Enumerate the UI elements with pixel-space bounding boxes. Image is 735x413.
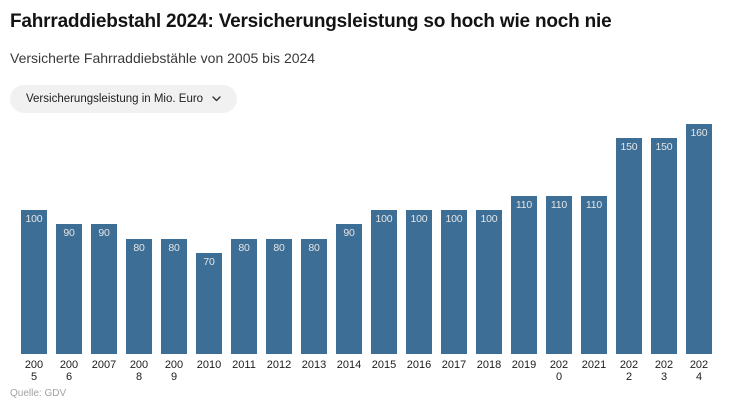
bar-value-label: 100 [445, 213, 463, 225]
bar-value-label: 80 [273, 242, 285, 254]
bar-2011[interactable]: 80 [231, 239, 257, 354]
bar-2016[interactable]: 100 [406, 210, 432, 354]
bar-2008[interactable]: 80 [126, 239, 152, 354]
x-tick-2022: 202 2 [619, 359, 639, 383]
x-tick-2021: 2021 [581, 359, 607, 371]
x-tick-2010: 2010 [196, 359, 222, 371]
bar-value-label: 90 [63, 227, 75, 239]
source-note: Quelle: GDV [10, 388, 67, 399]
bar-2014[interactable]: 90 [336, 224, 362, 354]
bar-value-label: 110 [515, 199, 533, 211]
x-tick-2017: 2017 [441, 359, 467, 371]
bar-2012[interactable]: 80 [266, 239, 292, 354]
metric-dropdown-label: Versicherungsleistung in Mio. Euro [26, 93, 204, 105]
bar-2024[interactable]: 160 [686, 124, 712, 354]
bar-value-label: 110 [585, 199, 603, 211]
bar-value-label: 100 [410, 213, 428, 225]
x-tick-2023: 202 3 [654, 359, 674, 383]
x-tick-2024: 202 4 [689, 359, 709, 383]
bar-2005[interactable]: 100 [21, 210, 47, 354]
bar-2021[interactable]: 110 [581, 196, 607, 354]
bar-2022[interactable]: 150 [616, 138, 642, 354]
bar-2023[interactable]: 150 [651, 138, 677, 354]
x-tick-2012: 2012 [266, 359, 292, 371]
x-tick-2007: 2007 [91, 359, 117, 371]
bar-2020[interactable]: 110 [546, 196, 572, 354]
chart-card: Fahrraddiebstahl 2024: Versicherungsleis… [0, 11, 735, 413]
chevron-down-icon [212, 96, 221, 102]
bar-chart-plot-area: 100 90 90 80 80 70 80 80 80 90 100 100 100 100 110 110 1… [21, 124, 725, 354]
bar-2019[interactable]: 110 [511, 196, 537, 354]
x-tick-2016: 2016 [406, 359, 432, 371]
bar-2007[interactable]: 90 [91, 224, 117, 354]
bar-2017[interactable]: 100 [441, 210, 467, 354]
bar-2009[interactable]: 80 [161, 239, 187, 354]
metric-dropdown[interactable]: Versicherungsleistung in Mio. Euro [10, 85, 238, 113]
bar-value-label: 80 [238, 242, 250, 254]
x-tick-2014: 2014 [336, 359, 362, 371]
x-tick-2005: 200 5 [24, 359, 44, 383]
chart-title: Fahrraddiebstahl 2024: Versicherungsleis… [10, 11, 612, 32]
bar-value-label: 150 [655, 141, 673, 153]
bar-value-label: 90 [98, 227, 110, 239]
bar-value-label: 80 [133, 242, 145, 254]
bar-2006[interactable]: 90 [56, 224, 82, 354]
bar-value-label: 90 [343, 227, 355, 239]
x-tick-2013: 2013 [301, 359, 327, 371]
chart-subtitle: Versicherte Fahrraddiebstähle von 2005 b… [10, 50, 316, 66]
bar-value-label: 100 [375, 213, 393, 225]
bar-value-label: 160 [690, 127, 708, 139]
x-tick-2018: 2018 [476, 359, 502, 371]
bar-value-label: 110 [550, 199, 568, 211]
x-tick-2019: 2019 [511, 359, 537, 371]
bar-value-label: 100 [480, 213, 498, 225]
bar-2013[interactable]: 80 [301, 239, 327, 354]
bar-2010[interactable]: 70 [196, 253, 222, 354]
x-tick-2015: 2015 [371, 359, 397, 371]
bar-value-label: 80 [308, 242, 320, 254]
x-tick-2009: 200 9 [164, 359, 184, 383]
bar-2018[interactable]: 100 [476, 210, 502, 354]
x-tick-2011: 2011 [232, 359, 256, 371]
x-axis-labels: 200 5 200 6 2007 200 8 200 9 2010 2011 2012 2013 2014… [21, 359, 725, 384]
x-tick-2020: 202 0 [549, 359, 569, 383]
x-tick-2008: 200 8 [129, 359, 149, 383]
bar-2015[interactable]: 100 [371, 210, 397, 354]
bar-value-label: 100 [25, 213, 43, 225]
bar-value-label: 150 [620, 141, 638, 153]
x-tick-2006: 200 6 [59, 359, 79, 383]
bar-value-label: 80 [168, 242, 180, 254]
bar-value-label: 70 [203, 256, 215, 268]
